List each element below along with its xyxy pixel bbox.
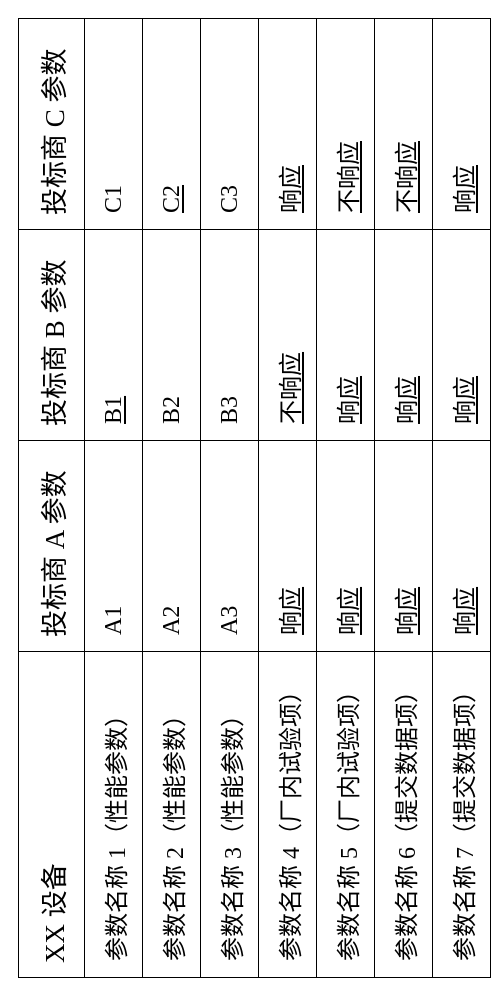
bidder-a-value-text: 响应	[337, 587, 363, 635]
bidder-b-value-text: 响应	[395, 376, 421, 424]
param-label: 参数名称 7（提交数据项）	[433, 651, 491, 977]
page-container: XX 设备 投标商 A 参数 投标商 B 参数 投标商 C 参数 参数名称 1（…	[0, 0, 504, 1000]
col-header-bidder-a: 投标商 A 参数	[19, 440, 85, 651]
bidder-c-value: 不响应	[317, 19, 375, 230]
table-row: 参数名称 2（性能参数） A2 B2 C2	[143, 19, 201, 978]
table-header-row: XX 设备 投标商 A 参数 投标商 B 参数 投标商 C 参数	[19, 19, 85, 978]
table-row: 参数名称 3（性能参数） A3 B3 C3	[201, 19, 259, 978]
bidder-a-value-text: 响应	[395, 587, 421, 635]
bidder-c-value-text: 不响应	[395, 141, 421, 213]
table-row: 参数名称 6（提交数据项）响应响应不响应	[375, 19, 433, 978]
bidder-b-value-text: B1	[101, 396, 127, 424]
bidder-c-value: C2	[143, 19, 201, 230]
table-row: 参数名称 4（厂内试验项）响应不响应响应	[259, 19, 317, 978]
bidder-c-value: C3	[201, 19, 259, 230]
bidder-c-value-text: 响应	[279, 165, 305, 213]
table-row: 参数名称 5（厂内试验项）响应响应不响应	[317, 19, 375, 978]
bidder-a-value: A1	[85, 440, 143, 651]
bidder-c-value-text: 响应	[453, 165, 479, 213]
param-label: 参数名称 5（厂内试验项）	[317, 651, 375, 977]
bidder-a-value-text: A1	[101, 606, 127, 635]
col-header-device: XX 设备	[19, 651, 85, 977]
bidder-b-value: 响应	[433, 230, 491, 441]
bidder-b-value-text: 不响应	[279, 352, 305, 424]
col-header-bidder-b: 投标商 B 参数	[19, 230, 85, 441]
bidder-b-value: B2	[143, 230, 201, 441]
param-label: 参数名称 1（性能参数）	[85, 651, 143, 977]
bidder-a-value-text: 响应	[279, 587, 305, 635]
bidder-b-value-text: B3	[217, 396, 243, 424]
bid-comparison-table: XX 设备 投标商 A 参数 投标商 B 参数 投标商 C 参数 参数名称 1（…	[18, 18, 491, 978]
bidder-b-value-text: 响应	[453, 376, 479, 424]
bidder-c-value-text: C2	[159, 185, 185, 213]
param-label: 参数名称 2（性能参数）	[143, 651, 201, 977]
bidder-c-value: C1	[85, 19, 143, 230]
bidder-a-value: 响应	[433, 440, 491, 651]
bidder-b-value: B3	[201, 230, 259, 441]
bidder-b-value: B1	[85, 230, 143, 441]
col-header-bidder-c: 投标商 C 参数	[19, 19, 85, 230]
bidder-b-value: 响应	[317, 230, 375, 441]
bidder-c-value: 不响应	[375, 19, 433, 230]
bidder-a-value-text: 响应	[453, 587, 479, 635]
param-label: 参数名称 3（性能参数）	[201, 651, 259, 977]
bidder-a-value: A2	[143, 440, 201, 651]
bidder-b-value: 响应	[375, 230, 433, 441]
table-row: 参数名称 1（性能参数） A1 B1 C1	[85, 19, 143, 978]
bidder-a-value: 响应	[259, 440, 317, 651]
bidder-a-value-text: A3	[217, 606, 243, 635]
bidder-a-value: A3	[201, 440, 259, 651]
bidder-a-value-text: A2	[159, 606, 185, 635]
bidder-c-value-text: C1	[101, 185, 127, 213]
bidder-c-value: 响应	[259, 19, 317, 230]
table-row: 参数名称 7（提交数据项）响应响应响应	[433, 19, 491, 978]
bidder-b-value: 不响应	[259, 230, 317, 441]
table-body: 参数名称 1（性能参数）A1B1C1参数名称 2（性能参数）A2B2C2参数名称…	[85, 19, 491, 978]
param-label: 参数名称 4（厂内试验项）	[259, 651, 317, 977]
bidder-b-value-text: B2	[159, 396, 185, 424]
bidder-c-value-text: 不响应	[337, 141, 363, 213]
bidder-a-value: 响应	[375, 440, 433, 651]
param-label: 参数名称 6（提交数据项）	[375, 651, 433, 977]
bidder-c-value-text: C3	[217, 185, 243, 213]
bidder-b-value-text: 响应	[337, 376, 363, 424]
bidder-c-value: 响应	[433, 19, 491, 230]
bidder-a-value: 响应	[317, 440, 375, 651]
